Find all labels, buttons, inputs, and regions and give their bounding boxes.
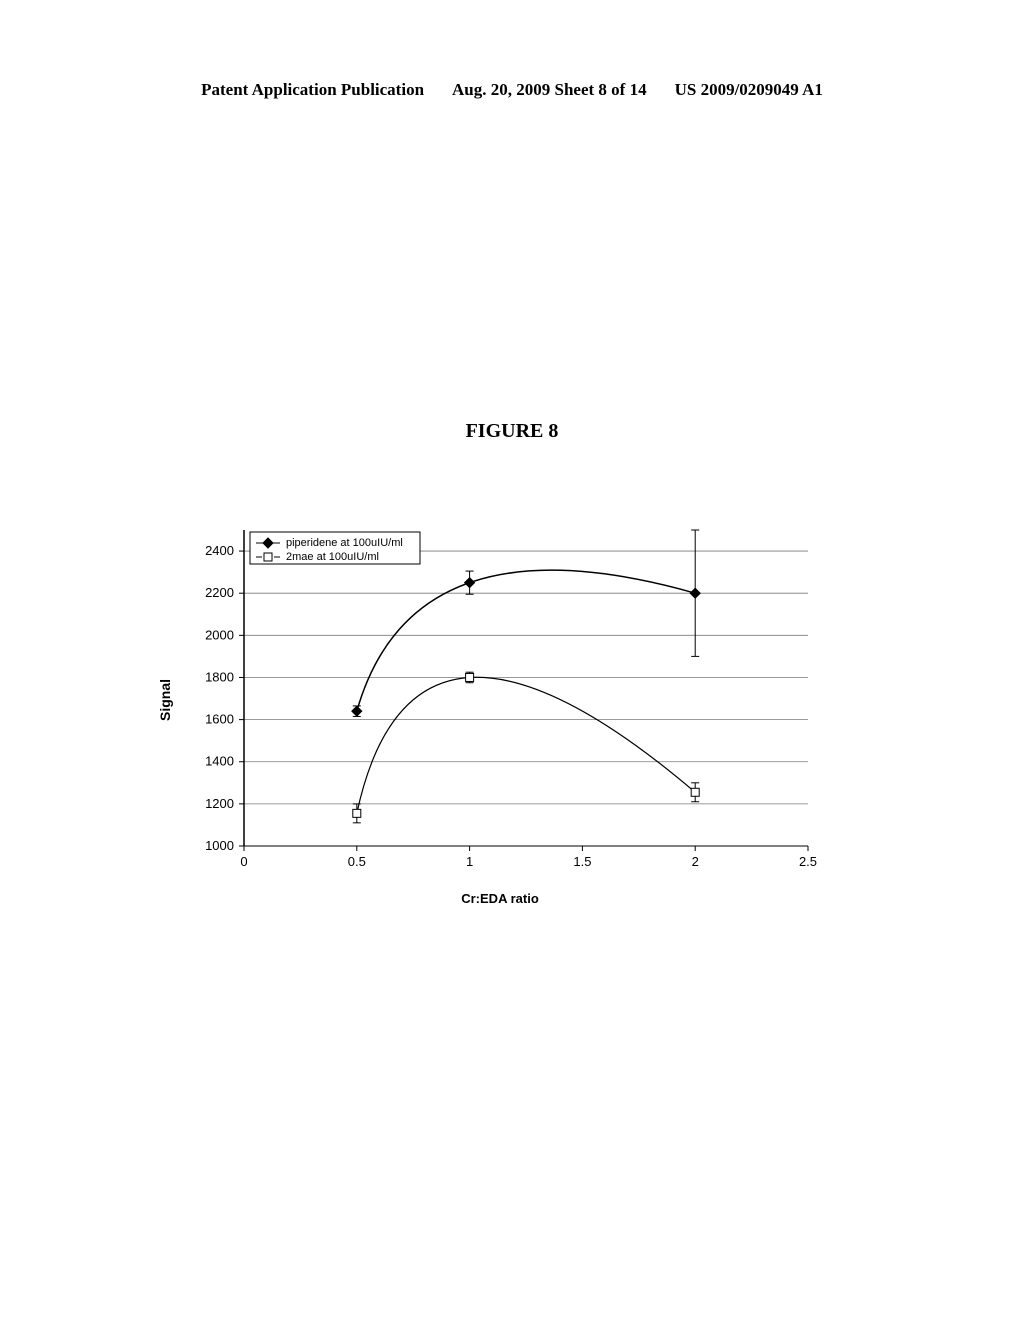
svg-text:1800: 1800	[205, 669, 234, 684]
svg-text:1.5: 1.5	[573, 854, 591, 869]
svg-text:2.5: 2.5	[799, 854, 817, 869]
svg-text:0: 0	[240, 854, 247, 869]
svg-text:1600: 1600	[205, 712, 234, 727]
svg-text:2200: 2200	[205, 585, 234, 600]
svg-text:1000: 1000	[205, 838, 234, 853]
svg-text:2mae at 100uIU/ml: 2mae at 100uIU/ml	[286, 551, 379, 563]
svg-text:0.5: 0.5	[348, 854, 366, 869]
page-header: Patent Application Publication Aug. 20, …	[0, 80, 1024, 100]
y-axis-label: Signal	[157, 679, 173, 721]
svg-text:1: 1	[466, 854, 473, 869]
svg-text:1200: 1200	[205, 796, 234, 811]
x-axis-label: Cr:EDA ratio	[180, 891, 820, 906]
chart-container: Signal 100012001400160018002000220024000…	[180, 520, 820, 880]
svg-text:2400: 2400	[205, 543, 234, 558]
figure-title: FIGURE 8	[0, 420, 1024, 443]
header-right: US 2009/0209049 A1	[675, 80, 823, 100]
header-left: Patent Application Publication	[201, 80, 424, 100]
svg-text:1400: 1400	[205, 754, 234, 769]
svg-text:piperidene at 100uIU/ml: piperidene at 100uIU/ml	[286, 537, 403, 549]
svg-text:2: 2	[692, 854, 699, 869]
line-chart: 1000 1200 1400 1600 1800 2000 2200 2400 0 0.5 1 1.5…	[180, 520, 820, 880]
header-center: Aug. 20, 2009 Sheet 8 of 14	[452, 80, 647, 100]
svg-text:2000: 2000	[205, 627, 234, 642]
